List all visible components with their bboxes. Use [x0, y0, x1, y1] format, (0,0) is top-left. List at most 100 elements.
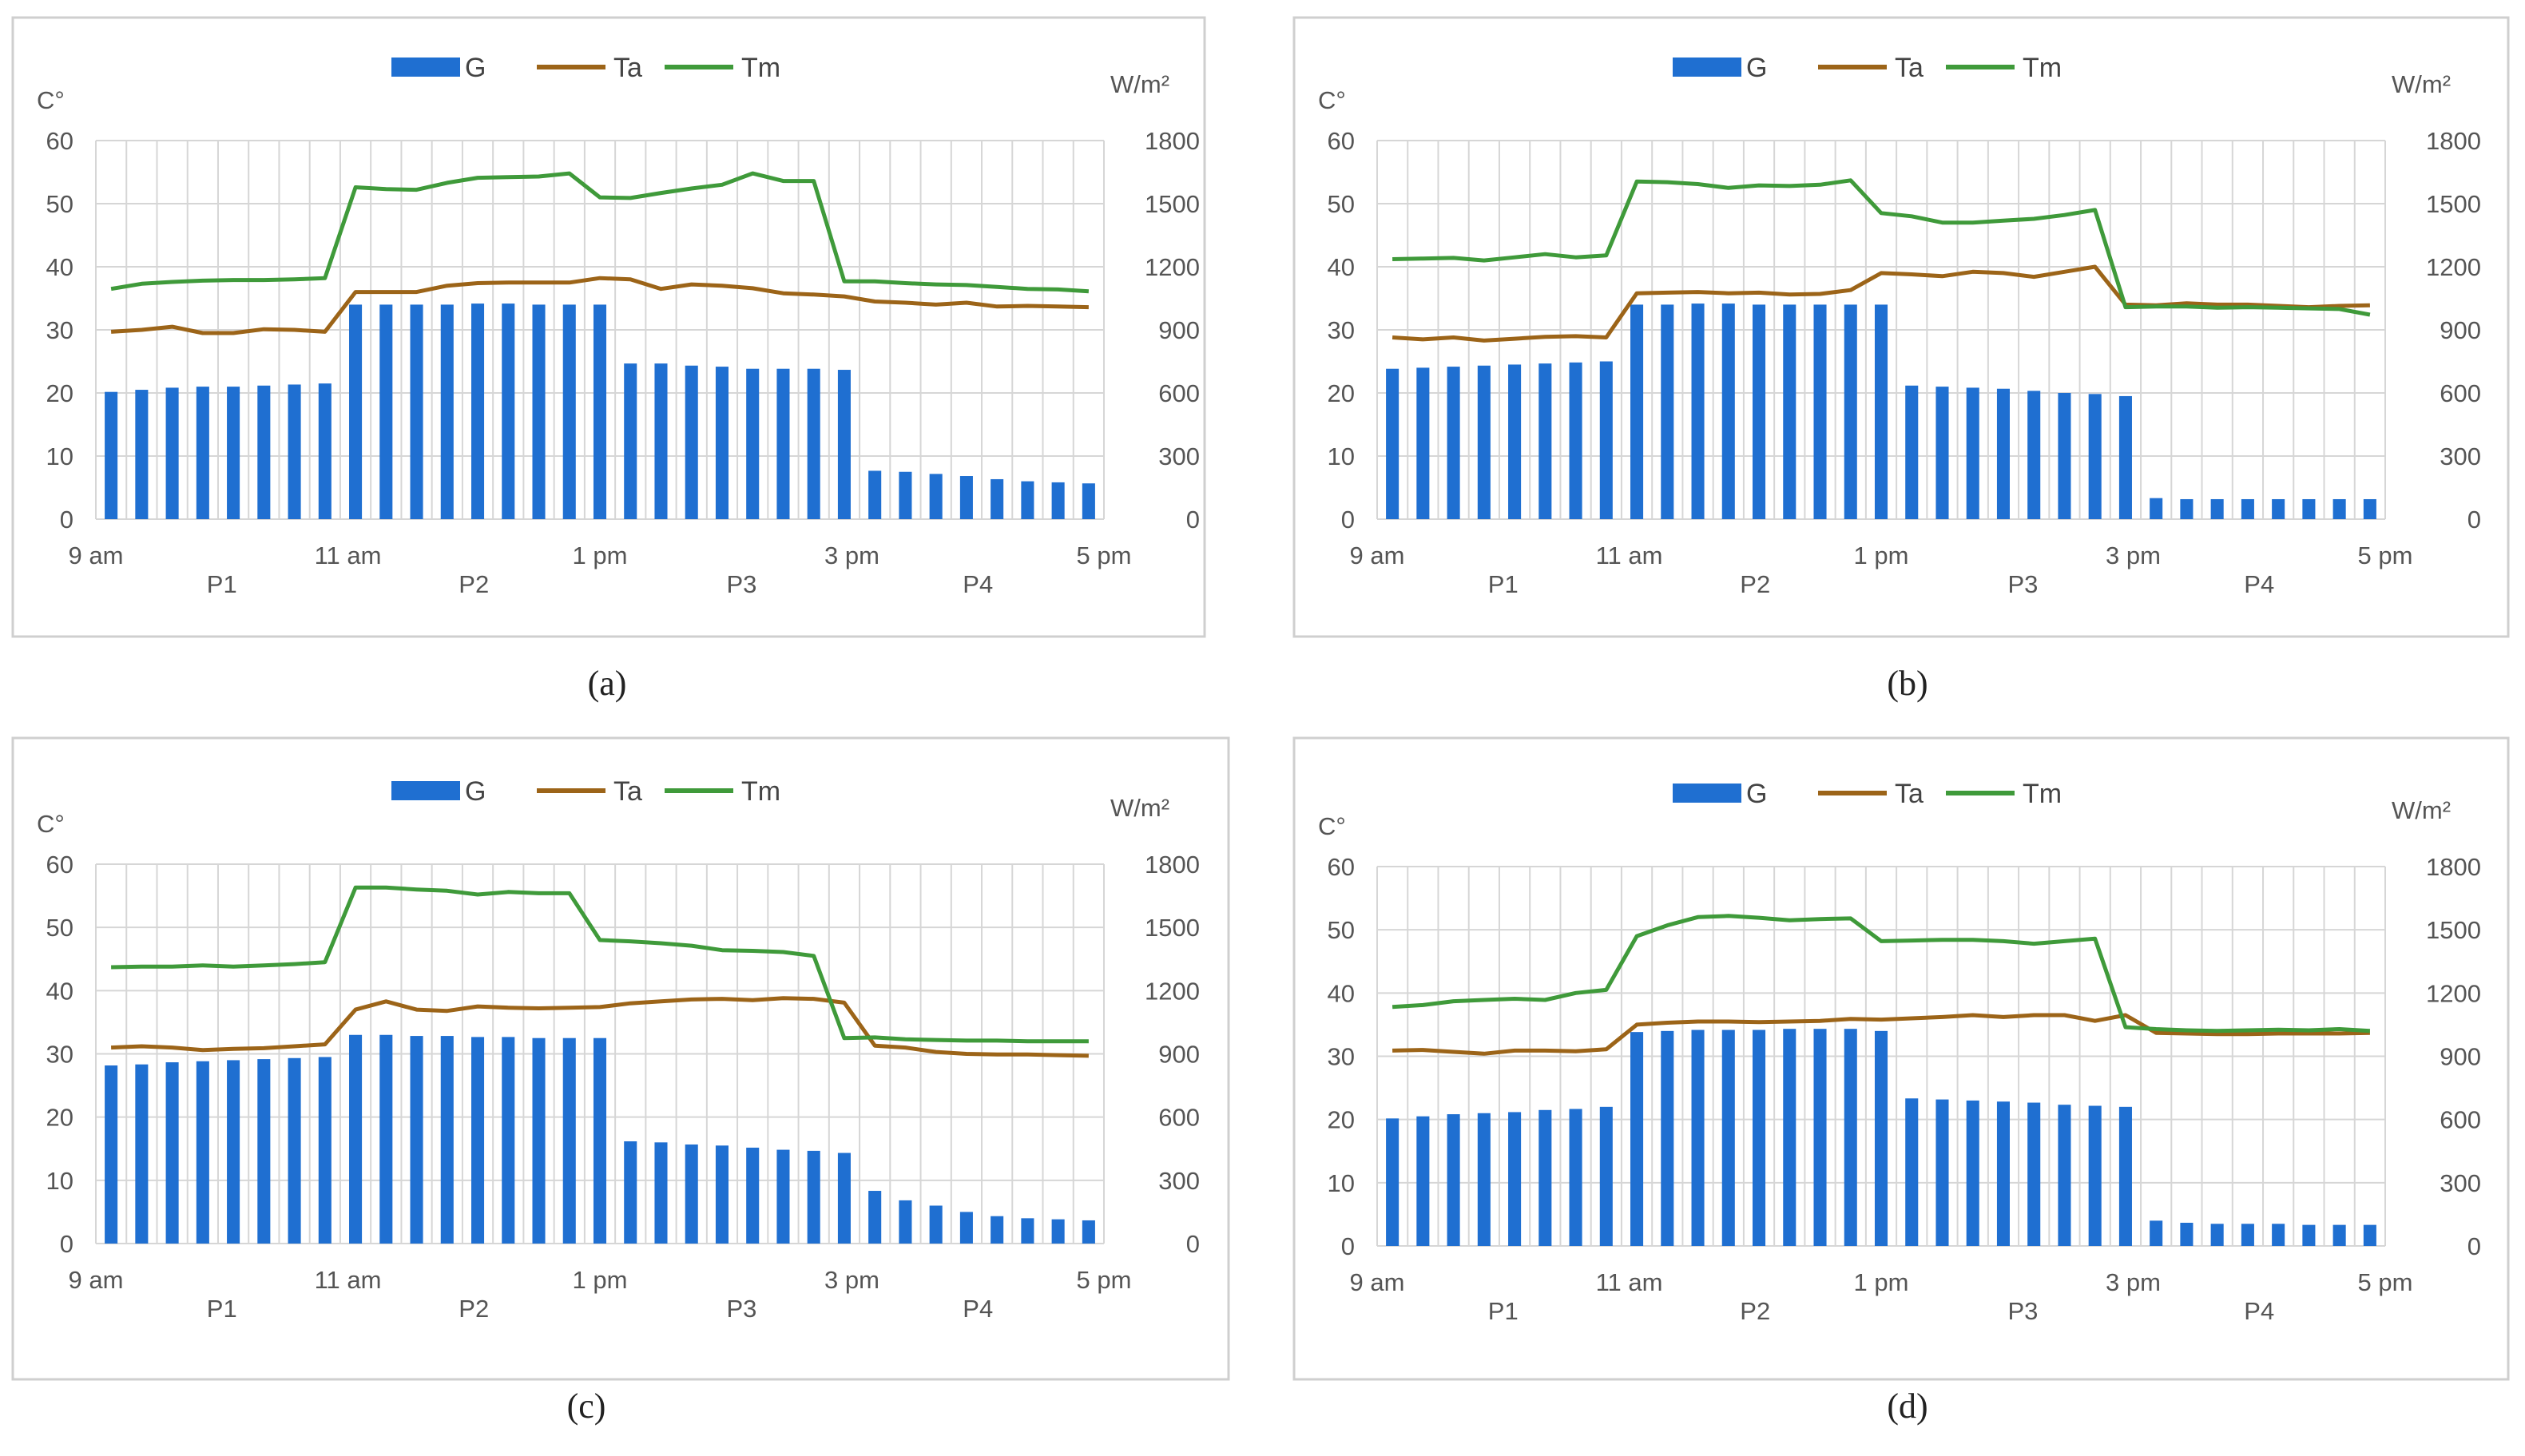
bar-g [991, 1216, 1004, 1244]
bar-g [624, 363, 637, 519]
x-tick-label: 11 am [315, 1266, 382, 1294]
bar-g [1691, 1030, 1705, 1246]
bar-g [868, 1191, 882, 1244]
period-label: P1 [1488, 570, 1519, 598]
panel-caption: (d) [1887, 1387, 1927, 1426]
bar-g [135, 390, 149, 519]
bar-g [470, 303, 485, 519]
bar-g [1721, 1030, 1735, 1246]
y-tick-left: 30 [46, 1041, 73, 1069]
y-tick-right: 900 [2440, 1043, 2481, 1071]
bar-g [593, 304, 607, 519]
x-tick-label: 11 am [1596, 1268, 1663, 1296]
line-tm [1392, 178, 2371, 317]
bar-g [105, 391, 118, 519]
y-axis-label-right: W/m² [1110, 794, 1169, 822]
bar-g [1996, 1101, 2011, 1246]
panel-caption: (b) [1887, 664, 1927, 703]
bar-g [1874, 304, 1888, 519]
bar-g [379, 304, 393, 519]
bar-g [1599, 361, 1613, 519]
bar-g [959, 1212, 973, 1244]
period-label: P3 [2008, 1297, 2039, 1325]
bar-g [410, 1036, 423, 1244]
legend-swatch-g [1673, 58, 1741, 77]
y-tick-right: 1200 [1145, 253, 1200, 281]
period-label: P4 [963, 570, 993, 598]
y-tick-left: 0 [60, 1230, 73, 1258]
x-tick-label: 9 am [69, 542, 124, 569]
bar-g [1021, 481, 1034, 519]
period-label: P1 [207, 1295, 237, 1323]
y-tick-right: 1500 [1145, 190, 1200, 218]
legend-label-ta: Ta [1895, 53, 1924, 83]
y-tick-left: 20 [1328, 379, 1355, 407]
bar-g [2058, 393, 2071, 519]
y-tick-left: 20 [1328, 1106, 1355, 1134]
bar-g [746, 1147, 760, 1244]
bar-g [654, 363, 668, 519]
legend-label-g: G [1746, 779, 1767, 809]
y-tick-left: 20 [46, 1104, 73, 1132]
x-tick-label: 1 pm [573, 1266, 628, 1294]
period-label: P1 [1488, 1297, 1519, 1325]
y-tick-left: 60 [1328, 853, 1355, 881]
bar-g [470, 1037, 485, 1244]
bar-g [1051, 482, 1065, 519]
x-tick-label: 11 am [315, 542, 382, 569]
bar-g [2272, 498, 2285, 519]
x-tick-label: 3 pm [2106, 1268, 2161, 1296]
y-tick-right: 1800 [2426, 853, 2481, 881]
bar-g [1447, 367, 1460, 519]
bar-g [1813, 304, 1827, 519]
legend-swatch-g [391, 58, 460, 77]
bar-g [685, 365, 698, 519]
y-tick-left: 60 [46, 127, 73, 155]
bar-g [105, 1065, 118, 1244]
bar-g [715, 1145, 729, 1244]
x-tick-label: 11 am [1596, 542, 1663, 569]
y-axis-label-right: W/m² [2392, 796, 2451, 824]
bar-g [2332, 498, 2346, 519]
y-tick-right: 0 [2467, 506, 2481, 534]
bar-g [1508, 1112, 1522, 1246]
y-tick-left: 50 [46, 914, 73, 942]
y-tick-right: 1800 [1145, 851, 1200, 879]
y-tick-right: 300 [1158, 442, 1200, 470]
bar-g [776, 1149, 790, 1244]
y-tick-left: 20 [46, 379, 73, 407]
y-tick-right: 1800 [1145, 127, 1200, 155]
bar-g [502, 303, 515, 519]
period-label: P1 [207, 570, 237, 598]
y-tick-left: 10 [1328, 1169, 1355, 1197]
line-ta [110, 996, 1089, 1058]
bar-g [899, 1200, 912, 1244]
bar-g [2332, 1224, 2346, 1246]
legend-label-ta: Ta [613, 776, 642, 807]
bar-g [1477, 1113, 1491, 1246]
y-axis-label-left: C° [37, 810, 65, 838]
x-tick-label: 5 pm [2358, 1268, 2413, 1296]
legend-swatch-g [391, 781, 460, 800]
panel-frame [1292, 16, 2510, 638]
bar-g [1844, 304, 1857, 519]
legend-label-tm: Tm [2023, 779, 2062, 809]
bar-g [227, 1060, 240, 1244]
bar-g [2241, 1224, 2254, 1246]
bar-g [2118, 395, 2132, 519]
bar-g [1538, 363, 1552, 519]
period-label: P4 [963, 1295, 993, 1323]
bar-g [1783, 1029, 1796, 1246]
legend-label-g: G [465, 776, 486, 807]
x-tick-label: 1 pm [1854, 1268, 1909, 1296]
legend-swatch-g [1673, 784, 1741, 803]
bar-g [1752, 304, 1766, 519]
bar-g [318, 383, 332, 519]
bar-g [2363, 1224, 2376, 1246]
y-tick-left: 40 [1328, 979, 1355, 1007]
bar-g [2058, 1105, 2071, 1246]
y-tick-left: 30 [1328, 316, 1355, 344]
bar-g [2302, 1224, 2316, 1246]
x-tick-label: 3 pm [2106, 542, 2161, 569]
chart-panel-b: 01020304050600300600900120015001800C°W/m… [1292, 16, 2510, 703]
